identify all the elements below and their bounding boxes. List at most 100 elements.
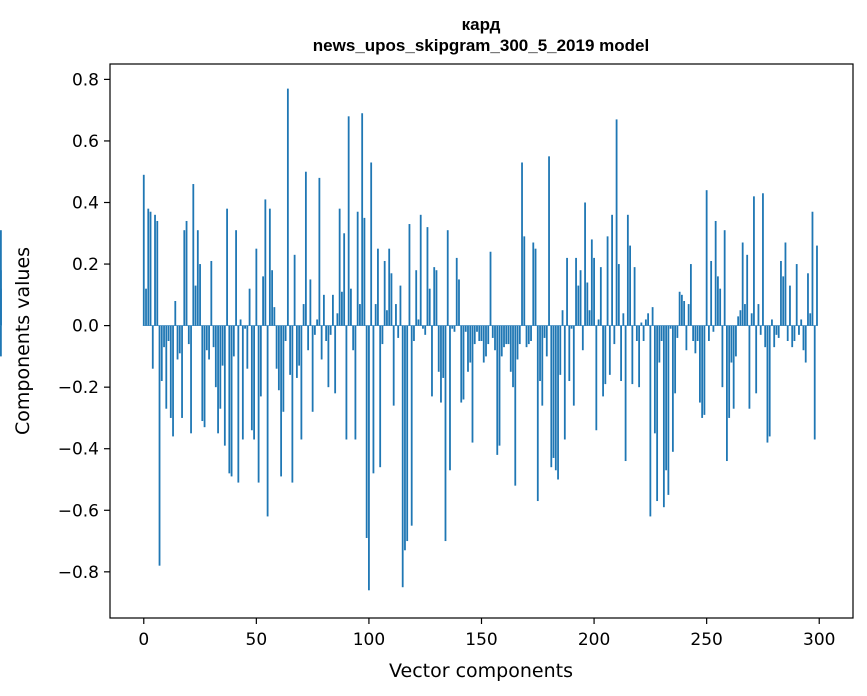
x-tick-label: 250 [690, 630, 722, 650]
bar [485, 325, 487, 357]
bar [768, 325, 771, 437]
bar [226, 208, 228, 326]
bar [680, 294, 683, 326]
bar [413, 325, 415, 341]
bar [311, 325, 314, 412]
bar [723, 230, 726, 326]
bar [377, 248, 379, 326]
bar [163, 325, 165, 348]
bar [397, 325, 400, 338]
bar [552, 325, 555, 458]
bar [395, 304, 397, 326]
bar [192, 184, 195, 326]
bar [642, 325, 645, 341]
bar [748, 325, 751, 409]
bar [593, 257, 595, 326]
bar [509, 325, 512, 372]
bar [221, 325, 224, 366]
y-axis-ticks: 0.8 0.6 0.4 0.2 0.0 −0.2 −0.4 −0.6 −0.8 [58, 70, 110, 583]
bar [575, 257, 577, 326]
bar [816, 245, 818, 326]
bar [383, 260, 386, 326]
bar [764, 325, 767, 348]
bar [712, 325, 715, 332]
bar [404, 325, 406, 551]
bar [426, 227, 429, 326]
bar [494, 325, 496, 351]
bar [302, 304, 305, 326]
bar [561, 310, 564, 326]
bar [214, 325, 217, 388]
bar [476, 325, 478, 332]
bar [363, 217, 366, 326]
y-tick-label: 0.2 [72, 255, 99, 275]
bar [811, 211, 814, 326]
bar [464, 325, 467, 332]
bar [685, 325, 688, 351]
bar [701, 325, 704, 418]
bar [703, 325, 706, 415]
bar [435, 270, 438, 326]
y-tick-label: −0.6 [58, 501, 99, 521]
bar [631, 325, 634, 385]
bar [518, 325, 521, 345]
bar [689, 264, 692, 326]
bar [746, 254, 749, 326]
bar [570, 325, 573, 329]
bar [667, 325, 670, 495]
chart-subtitle: news_upos_skipgram_300_5_2019 model [313, 36, 649, 55]
bar [694, 325, 697, 354]
bar [419, 214, 422, 326]
y-tick-label: −0.2 [58, 378, 99, 398]
bar [784, 242, 787, 326]
bar [798, 325, 800, 335]
bar [532, 242, 535, 326]
bar [428, 288, 431, 326]
y-tick-label: 0.6 [72, 132, 99, 152]
bar [807, 273, 809, 326]
bar [554, 325, 557, 471]
bar [771, 319, 773, 326]
bar [644, 319, 647, 326]
bar [309, 279, 312, 326]
x-tick-label: 150 [465, 630, 497, 650]
bar [615, 119, 618, 326]
bar [154, 214, 156, 326]
bar [617, 264, 620, 326]
bar [354, 325, 357, 440]
bar [160, 325, 163, 382]
bar [523, 236, 526, 326]
bar [730, 325, 733, 363]
bar [602, 325, 604, 397]
bar [232, 325, 235, 357]
bar [699, 325, 701, 403]
bar [277, 325, 280, 391]
bar [482, 325, 485, 363]
bar [705, 190, 708, 326]
bar [422, 325, 424, 329]
bar [304, 171, 307, 326]
bar [786, 325, 789, 341]
y-tick-label: −0.4 [58, 440, 99, 460]
bar [496, 325, 499, 455]
x-tick-label: 300 [803, 630, 835, 650]
bar [813, 325, 816, 440]
bar [183, 230, 186, 326]
bar [253, 325, 255, 440]
bar [651, 307, 654, 326]
bar [773, 325, 776, 348]
bar [151, 325, 154, 369]
bar [460, 325, 463, 403]
bar [539, 325, 541, 382]
bar [586, 282, 589, 326]
bar-series [0, 88, 818, 591]
chart-title: кард [462, 15, 501, 34]
bar [568, 325, 571, 382]
bar [268, 208, 271, 326]
bar [514, 325, 517, 486]
bar [741, 242, 744, 326]
bar [516, 325, 519, 360]
bar [352, 325, 355, 351]
bar [588, 310, 591, 326]
bar [433, 267, 436, 326]
